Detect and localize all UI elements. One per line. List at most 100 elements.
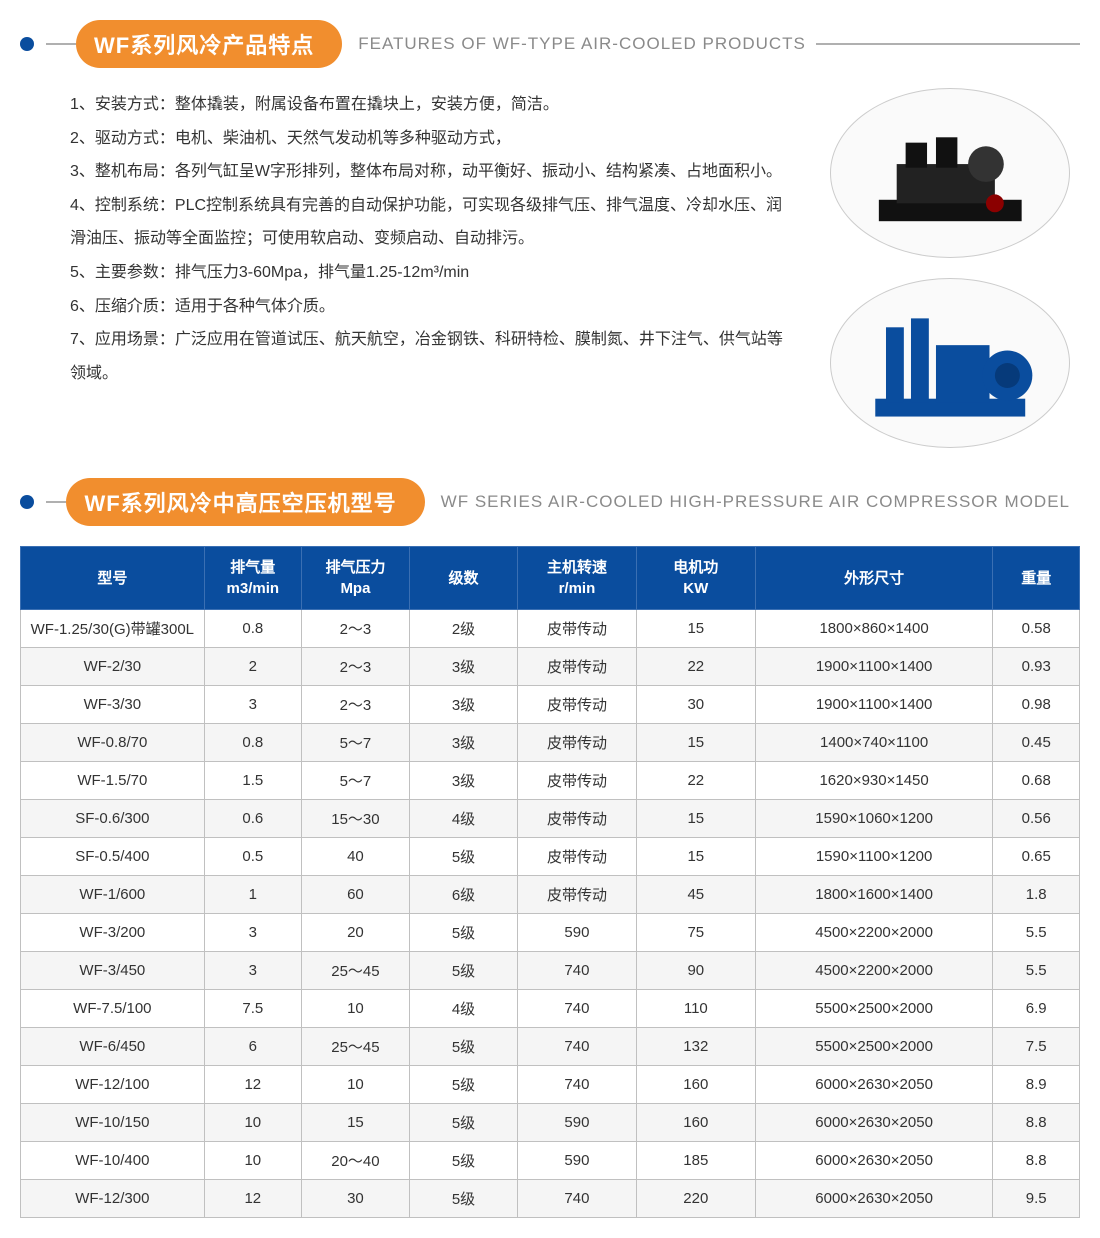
table-cell: 3级: [409, 686, 517, 724]
feature-item: 4、控制系统：PLC控制系统具有完善的自动保护功能，可实现各级排气压、排气温度、…: [70, 189, 790, 256]
table-cell: 0.58: [993, 610, 1080, 648]
table-cell: 25～45: [301, 952, 409, 990]
table-cell: 12: [204, 1180, 301, 1218]
table-cell: 0.65: [993, 838, 1080, 876]
table-cell: 8.9: [993, 1066, 1080, 1104]
feature-item: 2、驱动方式：电机、柴油机、天然气发动机等多种驱动方式，: [70, 122, 790, 156]
table-cell: 22: [636, 648, 755, 686]
table-cell: 0.93: [993, 648, 1080, 686]
table-body: WF-1.25/30(G)带罐300L0.82～32级皮带传动151800×86…: [21, 610, 1080, 1218]
table-cell: SF-0.5/400: [21, 838, 205, 876]
table-cell: WF-3/450: [21, 952, 205, 990]
table-cell: 5级: [409, 914, 517, 952]
table-row: WF-3/2003205级590754500×2200×20005.5: [21, 914, 1080, 952]
table-cell: 5.5: [993, 952, 1080, 990]
table-cell: 1.8: [993, 876, 1080, 914]
table-cell: 590: [518, 1104, 637, 1142]
table-cell: 1900×1100×1400: [755, 686, 993, 724]
table-row: SF-0.5/4000.5405级皮带传动151590×1100×12000.6…: [21, 838, 1080, 876]
table-cell: 740: [518, 952, 637, 990]
section1-header: WF系列风冷产品特点 FEATURES OF WF-TYPE AIR-COOLE…: [20, 20, 1080, 68]
table-column-header: 排气压力Mpa: [301, 547, 409, 610]
table-cell: 1900×1100×1400: [755, 648, 993, 686]
table-cell: WF-3/200: [21, 914, 205, 952]
table-cell: 15: [636, 610, 755, 648]
table-cell: 2级: [409, 610, 517, 648]
features-text-list: 1、安装方式：整体撬装，附属设备布置在撬块上，安装方便，简洁。2、驱动方式：电机…: [70, 88, 790, 448]
table-cell: WF-6/450: [21, 1028, 205, 1066]
table-row: WF-0.8/700.85～73级皮带传动151400×740×11000.45: [21, 724, 1080, 762]
table-cell: 30: [301, 1180, 409, 1218]
table-cell: WF-1/600: [21, 876, 205, 914]
table-cell: 6000×2630×2050: [755, 1142, 993, 1180]
table-cell: WF-0.8/70: [21, 724, 205, 762]
table-cell: 0.45: [993, 724, 1080, 762]
table-column-header: 外形尺寸: [755, 547, 993, 610]
table-cell: 8.8: [993, 1104, 1080, 1142]
table-cell: 590: [518, 1142, 637, 1180]
table-cell: 590: [518, 914, 637, 952]
table-cell: 5级: [409, 1104, 517, 1142]
table-cell: 9.5: [993, 1180, 1080, 1218]
table-cell: WF-10/150: [21, 1104, 205, 1142]
table-row: WF-1.5/701.55～73级皮带传动221620×930×14500.68: [21, 762, 1080, 800]
table-column-header: 级数: [409, 547, 517, 610]
table-cell: 10: [301, 990, 409, 1028]
table-row: WF-3/3032～33级皮带传动301900×1100×14000.98: [21, 686, 1080, 724]
table-cell: 30: [636, 686, 755, 724]
table-cell: 3级: [409, 648, 517, 686]
table-cell: 4500×2200×2000: [755, 952, 993, 990]
table-row: WF-10/15010155级5901606000×2630×20508.8: [21, 1104, 1080, 1142]
table-cell: 0.5: [204, 838, 301, 876]
table-row: WF-3/450325～455级740904500×2200×20005.5: [21, 952, 1080, 990]
table-cell: 皮带传动: [518, 762, 637, 800]
table-cell: SF-0.6/300: [21, 800, 205, 838]
table-cell: 5级: [409, 1066, 517, 1104]
product-image-2: [830, 278, 1070, 448]
table-row: SF-0.6/3000.615～304级皮带传动151590×1060×1200…: [21, 800, 1080, 838]
table-row: WF-7.5/1007.5104级7401105500×2500×20006.9: [21, 990, 1080, 1028]
table-column-header: 主机转速r/min: [518, 547, 637, 610]
table-cell: 20: [301, 914, 409, 952]
table-cell: 12: [204, 1066, 301, 1104]
table-cell: 740: [518, 1180, 637, 1218]
table-cell: 5级: [409, 952, 517, 990]
table-cell: 10: [204, 1104, 301, 1142]
table-cell: 皮带传动: [518, 838, 637, 876]
table-cell: 5级: [409, 838, 517, 876]
table-cell: WF-2/30: [21, 648, 205, 686]
section2-header: WF系列风冷中高压空压机型号 WF SERIES AIR-COOLED HIGH…: [20, 478, 1080, 526]
table-cell: 10: [301, 1066, 409, 1104]
table-cell: 0.6: [204, 800, 301, 838]
table-cell: 45: [636, 876, 755, 914]
table-row: WF-10/4001020～405级5901856000×2630×20508.…: [21, 1142, 1080, 1180]
table-cell: 1590×1060×1200: [755, 800, 993, 838]
table-cell: 10: [204, 1142, 301, 1180]
features-section: 1、安装方式：整体撬装，附属设备布置在撬块上，安装方便，简洁。2、驱动方式：电机…: [20, 88, 1080, 448]
table-cell: 5级: [409, 1028, 517, 1066]
table-cell: WF-1.25/30(G)带罐300L: [21, 610, 205, 648]
table-cell: 皮带传动: [518, 724, 637, 762]
table-cell: 185: [636, 1142, 755, 1180]
table-cell: 5500×2500×2000: [755, 1028, 993, 1066]
table-cell: 7.5: [204, 990, 301, 1028]
table-cell: 2～3: [301, 686, 409, 724]
table-cell: 1800×1600×1400: [755, 876, 993, 914]
table-cell: 40: [301, 838, 409, 876]
table-cell: 0.56: [993, 800, 1080, 838]
product-images-column: [820, 88, 1080, 448]
table-row: WF-1.25/30(G)带罐300L0.82～32级皮带传动151800×86…: [21, 610, 1080, 648]
feature-item: 1、安装方式：整体撬装，附属设备布置在撬块上，安装方便，简洁。: [70, 88, 790, 122]
table-cell: 0.98: [993, 686, 1080, 724]
table-cell: 1620×930×1450: [755, 762, 993, 800]
table-cell: 3级: [409, 724, 517, 762]
table-cell: 6000×2630×2050: [755, 1180, 993, 1218]
table-cell: WF-10/400: [21, 1142, 205, 1180]
table-column-header: 型号: [21, 547, 205, 610]
table-cell: 15: [301, 1104, 409, 1142]
table-cell: 3级: [409, 762, 517, 800]
table-cell: 3: [204, 914, 301, 952]
table-cell: WF-3/30: [21, 686, 205, 724]
table-cell: 220: [636, 1180, 755, 1218]
feature-item: 3、整机布局：各列气缸呈W字形排列，整体布局对称，动平衡好、振动小、结构紧凑、占…: [70, 155, 790, 189]
